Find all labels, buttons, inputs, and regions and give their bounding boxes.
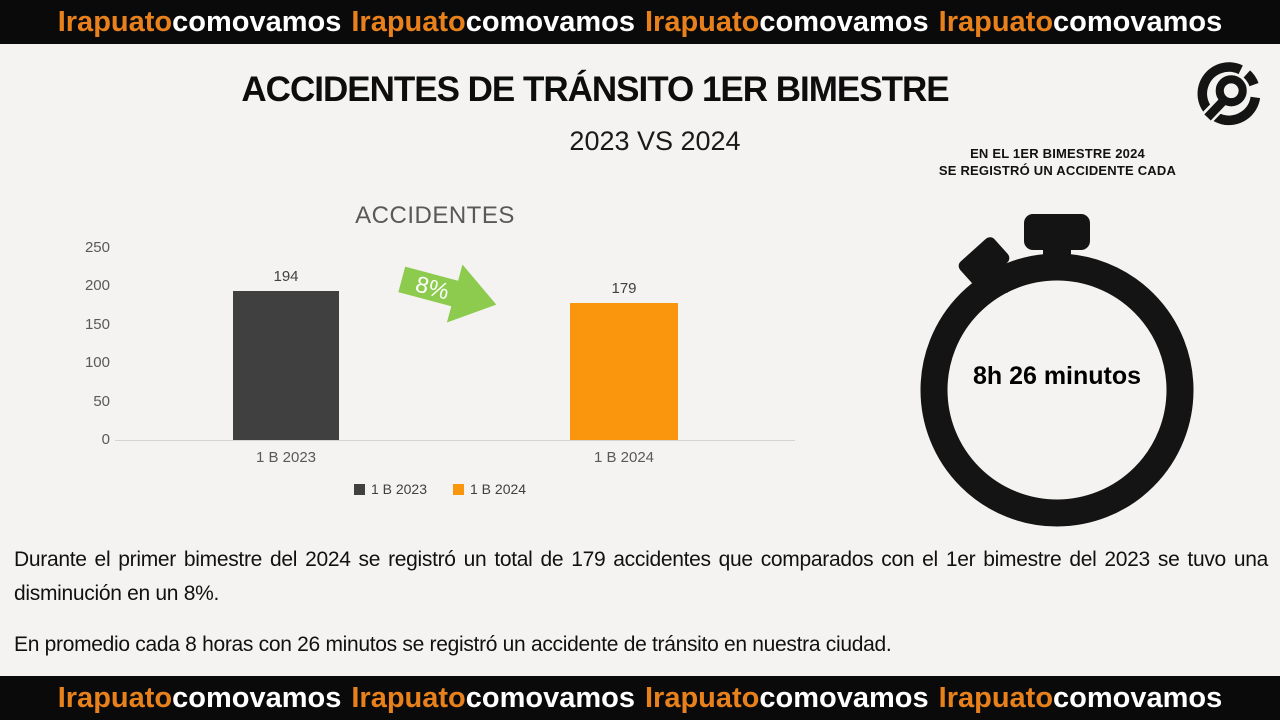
legend-item: 1 B 2023	[353, 481, 427, 497]
x-axis-category-label: 1 B 2024	[593, 449, 655, 466]
bar-value-label: 179	[611, 280, 637, 297]
brand-slogan-text: comovamos	[1053, 681, 1223, 714]
bar-1b2024	[570, 303, 678, 440]
brand-wordmark: Irapuatocomovamos	[939, 6, 1223, 39]
stopwatch-caption-line1: EN EL 1ER BIMESTRE 2024	[970, 146, 1145, 161]
stopwatch-time-label: 8h 26 minutos	[972, 362, 1142, 390]
brand-wordmark: Irapuatocomovamos	[939, 682, 1223, 715]
y-axis-tick-label: 50	[93, 393, 110, 410]
x-axis-category-label: 1 B 2023	[255, 449, 317, 466]
bar-1b2023	[233, 291, 339, 440]
brand-slogan-text: comovamos	[1053, 5, 1223, 38]
brand-slogan-text: comovamos	[465, 5, 635, 38]
brand-city-text: Irapuato	[645, 681, 760, 714]
y-axis-tick-label: 0	[101, 431, 110, 448]
y-axis-tick-label: 100	[84, 354, 110, 371]
brand-wordmark: Irapuatocomovamos	[58, 682, 342, 715]
brand-slogan-text: comovamos	[759, 681, 929, 714]
brand-logo-icon	[1195, 62, 1261, 129]
bar-value-label: 194	[273, 268, 299, 285]
y-axis-tick-label: 150	[84, 316, 110, 333]
stopwatch-caption-line2: SE REGISTRÓ UN ACCIDENTE CADA	[938, 163, 1177, 178]
brand-wordmark: Irapuatocomovamos	[58, 6, 342, 39]
decrease-percent-label: 8%	[412, 270, 453, 305]
stopwatch-caption: EN EL 1ER BIMESTRE 2024 SE REGISTRÓ UN A…	[900, 145, 1215, 179]
page-subtitle: 2023 VS 2024	[569, 126, 741, 156]
brand-wordmark: Irapuatocomovamos	[645, 682, 929, 715]
chart-title: ACCIDENTES	[355, 202, 515, 229]
brand-city-text: Irapuato	[57, 681, 173, 714]
legend-swatch-2024	[453, 483, 464, 495]
y-axis-tick-label: 250	[84, 239, 110, 256]
brand-city-text: Irapuato	[351, 681, 466, 714]
accidents-chart: ACCIDENTES 250 200 150 100 50 0 194 179 …	[70, 200, 810, 520]
y-axis-tick-label: 200	[84, 277, 110, 294]
top-brand-banner: Irapuatocomovamos Irapuatocomovamos Irap…	[0, 0, 1280, 44]
legend-swatch-2023	[353, 483, 365, 495]
brand-wordmark: Irapuatocomovamos	[351, 6, 635, 39]
summary-paragraph-2: En promedio cada 8 horas con 26 minutos …	[14, 633, 892, 656]
decrease-arrow-icon: 8%	[394, 250, 504, 333]
legend-label: 1 B 2023	[370, 481, 427, 497]
bottom-brand-banner: Irapuatocomovamos Irapuatocomovamos Irap…	[0, 676, 1280, 720]
brand-city-text: Irapuato	[938, 681, 1054, 714]
legend-label: 1 B 2024	[470, 481, 527, 497]
chart-legend: 1 B 2023 1 B 2024	[70, 481, 810, 497]
brand-city-text: Irapuato	[57, 5, 173, 38]
brand-city-text: Irapuato	[645, 5, 760, 38]
brand-wordmark: Irapuatocomovamos	[645, 6, 929, 39]
brand-wordmark: Irapuatocomovamos	[351, 682, 635, 715]
brand-slogan-text: comovamos	[172, 5, 342, 38]
brand-slogan-text: comovamos	[759, 5, 929, 38]
summary-paragraph-1: Durante el primer bimestre del 2024 se r…	[14, 548, 1268, 605]
x-axis-line	[115, 440, 795, 441]
legend-item: 1 B 2024	[453, 481, 526, 497]
brand-slogan-text: comovamos	[172, 681, 342, 714]
brand-city-text: Irapuato	[351, 5, 466, 38]
stopwatch-icon	[920, 214, 1194, 527]
page-title: ACCIDENTES DE TRÁNSITO 1ER BIMESTRE	[241, 70, 949, 109]
brand-city-text: Irapuato	[938, 5, 1054, 38]
brand-slogan-text: comovamos	[465, 681, 635, 714]
